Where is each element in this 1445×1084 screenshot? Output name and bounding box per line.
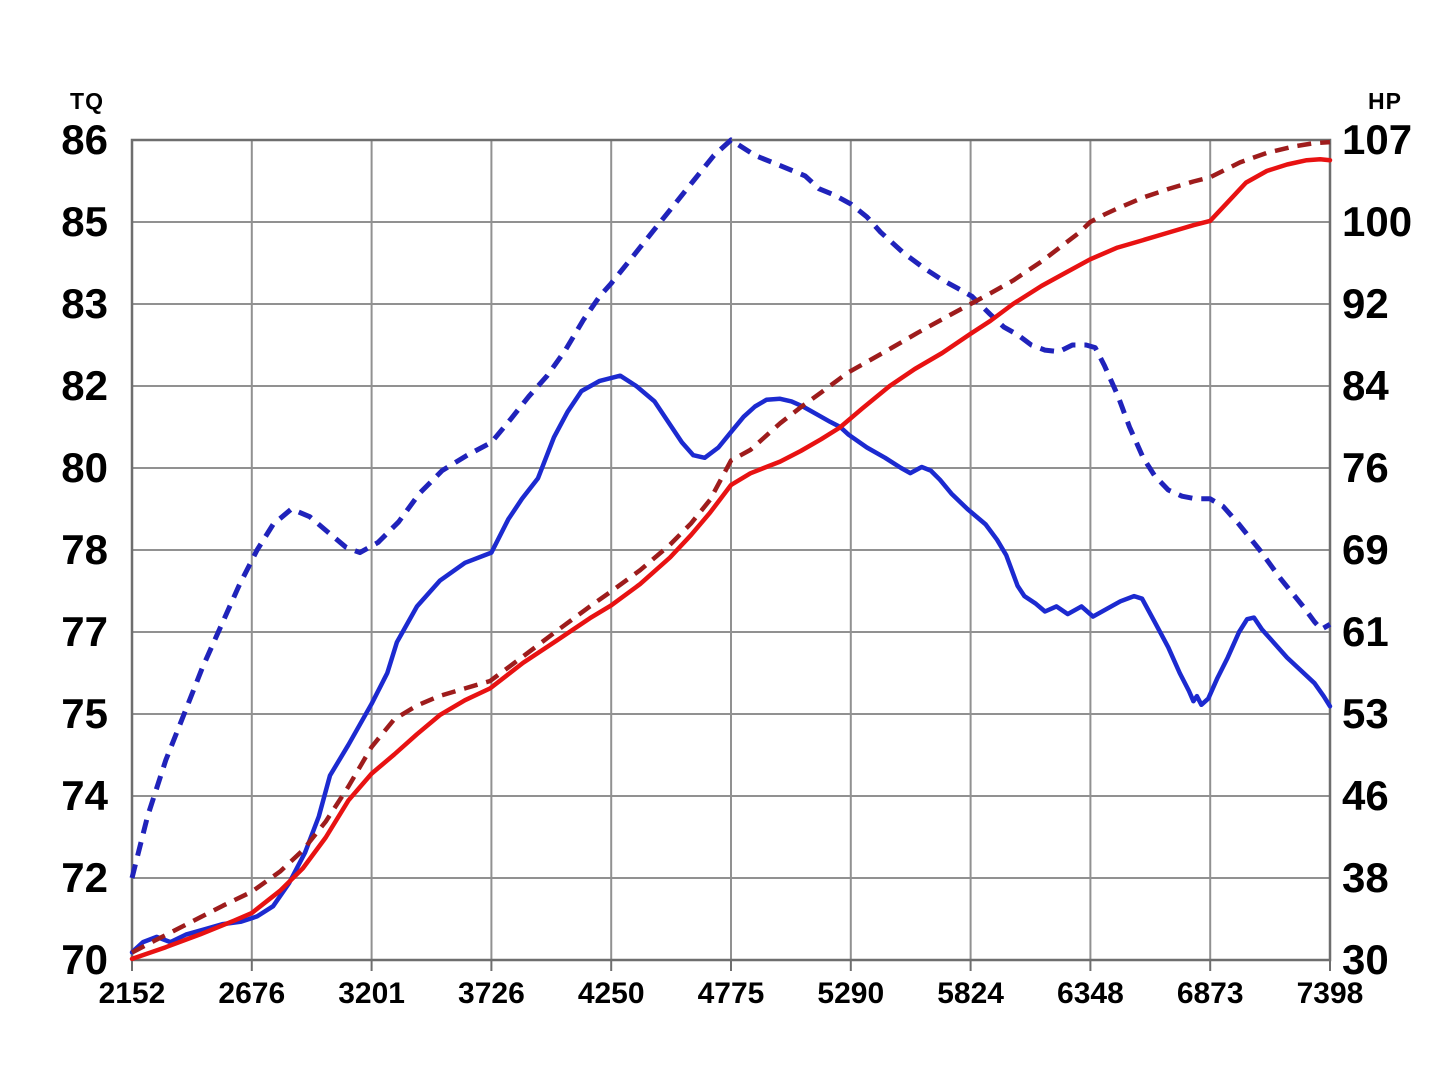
right-tick-label: 76 xyxy=(1342,444,1389,491)
left-tick-label: 75 xyxy=(61,690,108,737)
left-tick-label: 72 xyxy=(61,854,108,901)
left-tick-label: 74 xyxy=(61,772,108,819)
right-tick-label: 92 xyxy=(1342,280,1389,327)
x-tick-label: 3201 xyxy=(338,977,405,1010)
x-tick-label: 5290 xyxy=(817,977,884,1010)
left-tick-label: 85 xyxy=(61,198,108,245)
right-tick-label: 61 xyxy=(1342,608,1389,655)
right-tick-label: 53 xyxy=(1342,690,1389,737)
torque-run-solid-curve xyxy=(129,373,1333,955)
left-tick-label: 77 xyxy=(61,608,108,655)
right-axis-title: HP xyxy=(1368,88,1402,114)
right-tick-label: 100 xyxy=(1342,198,1412,245)
hp-run-dashed-curve xyxy=(130,139,1331,955)
right-tick-label: 30 xyxy=(1342,936,1389,983)
x-tick-label: 7398 xyxy=(1297,977,1364,1010)
torque-run-dashed-curve xyxy=(129,137,1332,879)
x-tick-label: 4250 xyxy=(578,977,645,1010)
left-tick-label: 80 xyxy=(61,444,108,491)
x-tick-label: 2676 xyxy=(218,977,285,1010)
hp-run-solid-curve xyxy=(129,156,1333,962)
x-tick-label: 3726 xyxy=(458,977,525,1010)
left-tick-label: 82 xyxy=(61,362,108,409)
right-tick-label: 46 xyxy=(1342,772,1389,819)
left-tick-label: 70 xyxy=(61,936,108,983)
x-tick-label: 6348 xyxy=(1057,977,1124,1010)
right-tick-label: 84 xyxy=(1342,362,1389,409)
left-tick-label: 86 xyxy=(61,116,108,163)
x-tick-label: 6873 xyxy=(1177,977,1244,1010)
x-tick-label: 5824 xyxy=(937,977,1004,1010)
right-tick-label: 69 xyxy=(1342,526,1389,573)
x-tick-label: 2152 xyxy=(99,977,166,1010)
left-tick-label: 78 xyxy=(61,526,108,573)
right-tick-label: 107 xyxy=(1342,116,1412,163)
x-tick-label: 4775 xyxy=(698,977,765,1010)
right-tick-label: 38 xyxy=(1342,854,1389,901)
left-axis-title: TQ xyxy=(70,88,104,114)
left-tick-label: 83 xyxy=(61,280,108,327)
